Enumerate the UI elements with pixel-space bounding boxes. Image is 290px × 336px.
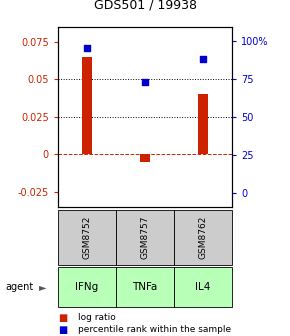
Bar [82, 57, 92, 154]
Text: ■: ■ [58, 325, 67, 335]
Point [85, 46, 89, 51]
Text: GDS501 / 19938: GDS501 / 19938 [93, 0, 197, 12]
Text: percentile rank within the sample: percentile rank within the sample [78, 326, 231, 334]
Text: GSM8757: GSM8757 [140, 216, 150, 259]
Text: IFNg: IFNg [75, 282, 99, 292]
Text: ►: ► [39, 282, 47, 292]
Text: GSM8752: GSM8752 [82, 216, 92, 259]
Text: log ratio: log ratio [78, 313, 116, 322]
Text: TNFa: TNFa [132, 282, 158, 292]
Text: ■: ■ [58, 312, 67, 323]
Point [143, 79, 147, 84]
Text: IL4: IL4 [195, 282, 211, 292]
Text: agent: agent [6, 282, 34, 292]
Bar [140, 154, 150, 162]
Bar [198, 94, 208, 154]
Text: GSM8762: GSM8762 [198, 216, 208, 259]
Point [201, 56, 205, 61]
